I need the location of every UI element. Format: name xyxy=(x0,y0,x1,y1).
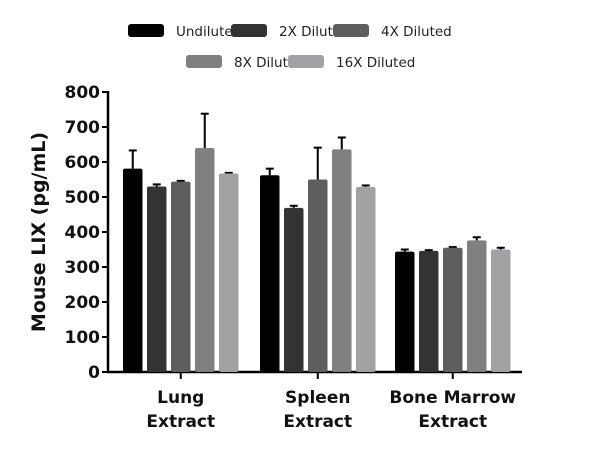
legend: Undiluted 2X Diluted 4X Diluted 8X Diluted 1… xyxy=(128,24,452,71)
y-tick-label: 500 xyxy=(65,188,101,208)
legend-swatch xyxy=(333,24,369,37)
y-tick-label: 800 xyxy=(65,83,101,103)
x-category-label: Extract xyxy=(283,412,352,432)
bar-4x-diluted xyxy=(443,247,463,372)
bar-8x-diluted xyxy=(332,149,352,372)
bar-2x-diluted xyxy=(419,250,439,372)
legend-label: 4X Diluted xyxy=(381,24,452,40)
bar-undiluted xyxy=(395,251,415,372)
legend-swatch xyxy=(288,55,324,68)
legend-swatch xyxy=(128,24,164,37)
bar-16x-diluted xyxy=(356,186,376,372)
legend-label: 8X Diluted xyxy=(234,55,305,71)
bar-undiluted xyxy=(123,168,143,372)
bars xyxy=(123,112,511,372)
x-category-label: Bone Marrow xyxy=(389,388,516,408)
legend-label: 16X Diluted xyxy=(336,55,415,71)
y-tick-label: 300 xyxy=(65,258,101,278)
y-tick-label: 200 xyxy=(65,293,101,313)
axes: 0 100 200 300 400 500 600 700 800 Lung Extract Sple… xyxy=(65,83,522,432)
y-tick-label: 100 xyxy=(65,328,101,348)
y-tick-label: 600 xyxy=(65,153,101,173)
x-category-label: Extract xyxy=(146,412,215,432)
bar-16x-diluted xyxy=(491,249,511,372)
legend-label: Undiluted xyxy=(176,24,241,40)
legend-swatch xyxy=(186,55,222,68)
legend-label: 2X Diluted xyxy=(279,24,350,40)
y-axis-label: Mouse LIX (pg/mL) xyxy=(28,132,50,332)
bar-8x-diluted xyxy=(467,240,487,372)
bar-4x-diluted xyxy=(308,179,328,372)
x-category-label: Extract xyxy=(418,412,487,432)
y-tick-label: 700 xyxy=(65,118,101,138)
x-category-label: Lung xyxy=(157,388,204,408)
bar-2x-diluted xyxy=(147,186,167,372)
bar-2x-diluted xyxy=(284,207,304,372)
y-tick-label: 400 xyxy=(65,223,101,243)
bar-8x-diluted xyxy=(195,148,215,372)
legend-swatch xyxy=(231,24,267,37)
bar-undiluted xyxy=(260,175,280,372)
x-category-label: Spleen xyxy=(285,388,350,408)
y-tick-label: 0 xyxy=(88,363,100,383)
bar-4x-diluted xyxy=(171,181,191,372)
bar-16x-diluted xyxy=(219,173,239,372)
